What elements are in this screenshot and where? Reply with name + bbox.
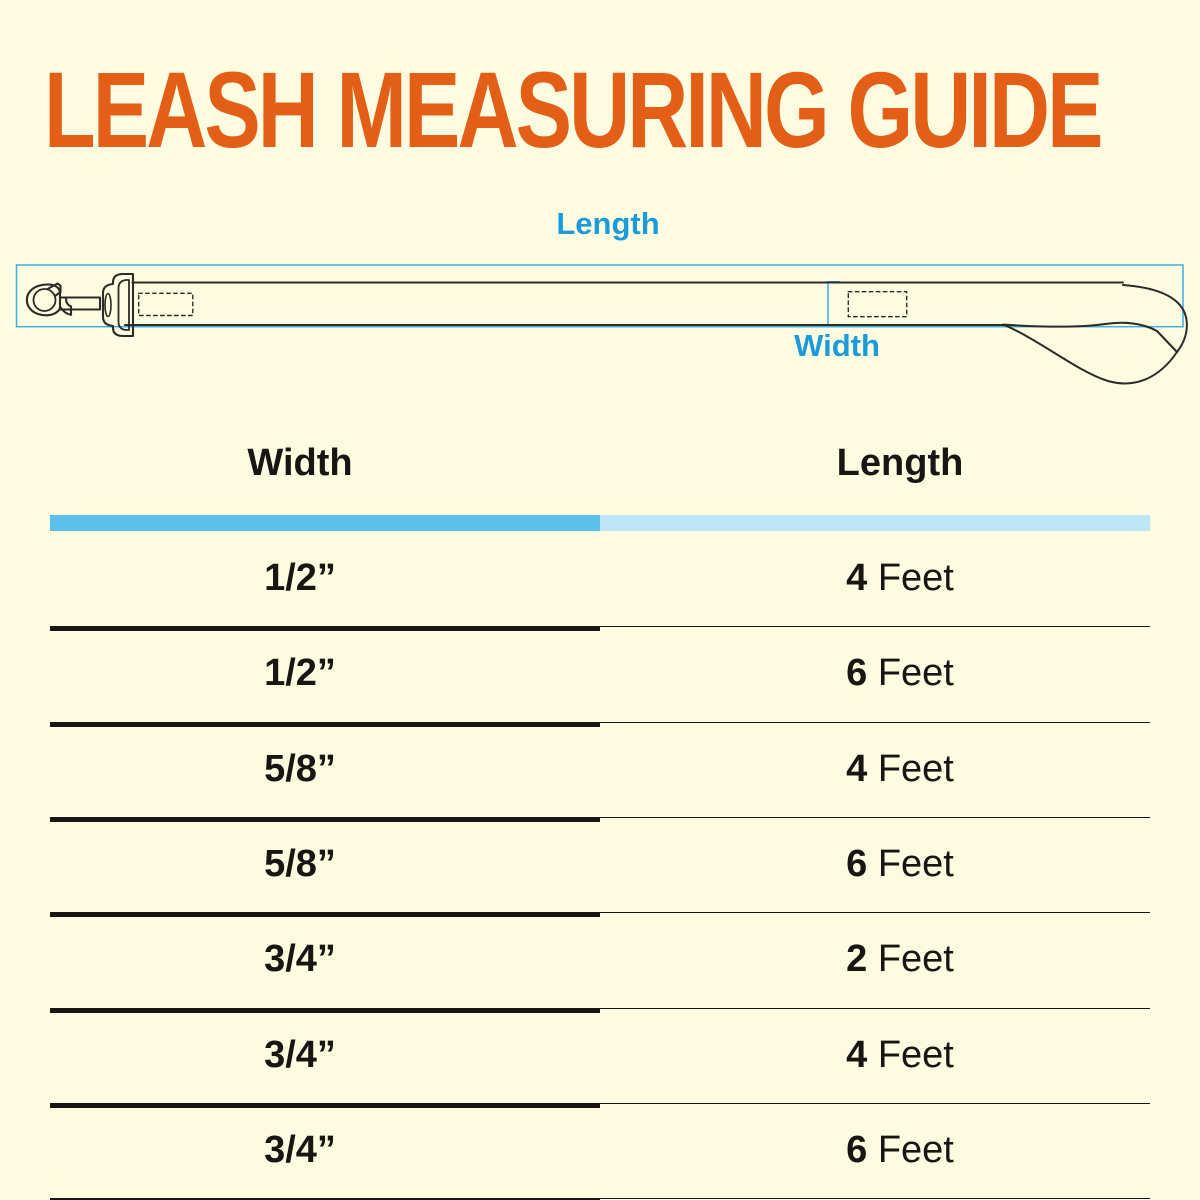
svg-text:Length: Length [556, 206, 659, 241]
svg-text:Width: Width [794, 328, 880, 363]
